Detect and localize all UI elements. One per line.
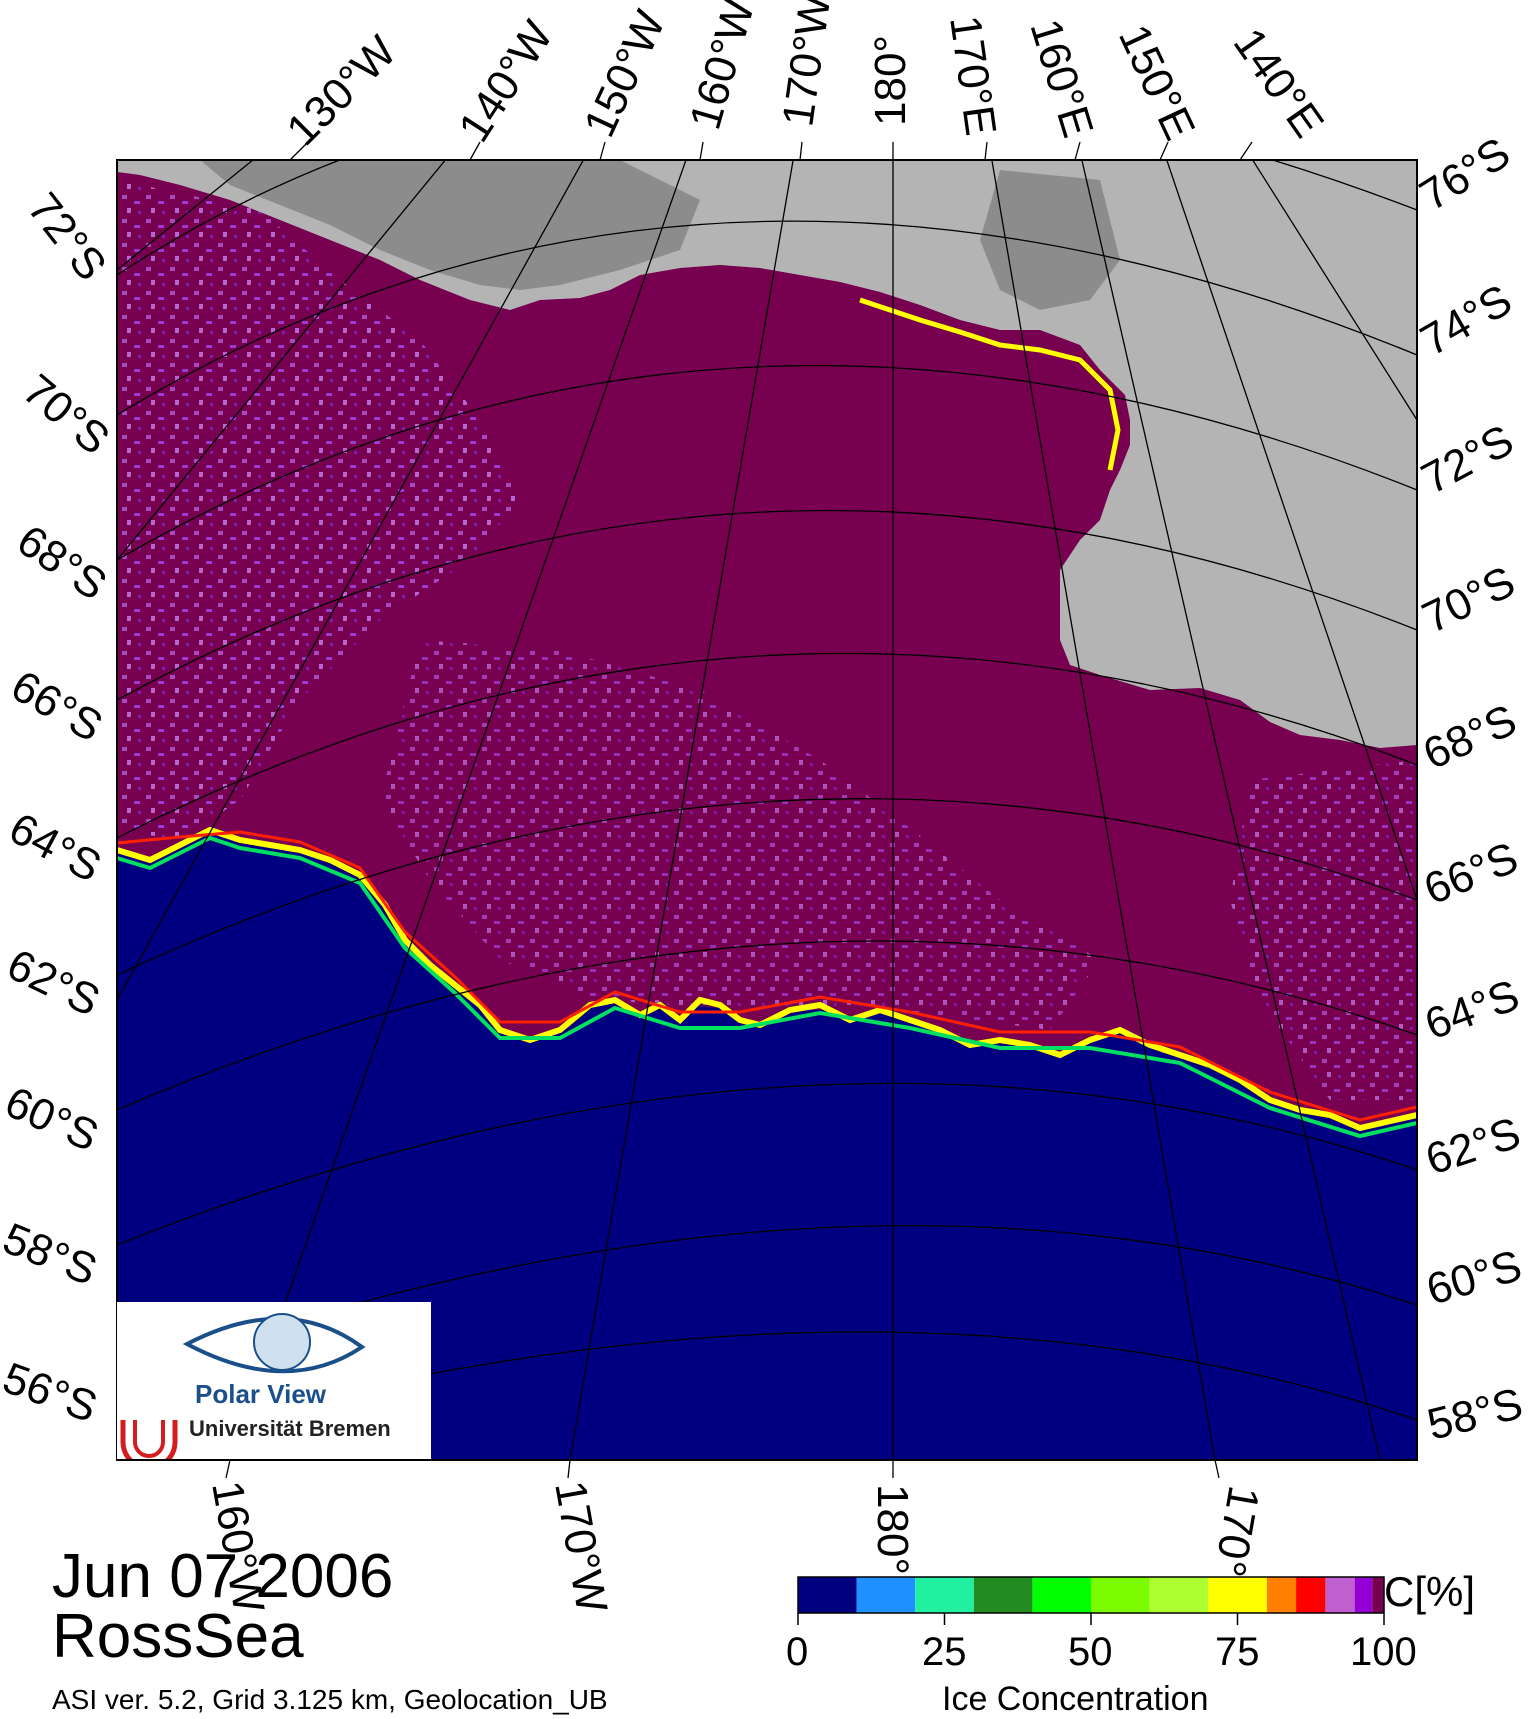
antarctic-land (117, 160, 1417, 748)
lat-label-left: 68°S (8, 516, 115, 610)
colorbar-bin (798, 1577, 857, 1613)
logo-institution-text: Universität Bremen (189, 1416, 391, 1441)
lat-label-left: 70°S (14, 365, 119, 464)
parallel-line (117, 1082, 1417, 1246)
lon-label-bottom: 170°W (545, 1477, 616, 1616)
map-area (117, 160, 1417, 1460)
lat-label-right: 70°S (1415, 557, 1523, 643)
polar-view-logo: Polar View Universität Bremen (117, 1302, 431, 1459)
product-footnote: ASI ver. 5.2, Grid 3.125 km, Geolocation… (52, 1684, 608, 1715)
colorbar-bin (973, 1577, 1033, 1613)
lon-label-top: 140°E (1224, 20, 1333, 147)
meridian-line (117, 160, 254, 271)
parallel-line (117, 798, 1417, 976)
meridian-line (569, 160, 794, 1460)
colorbar-bin (1354, 1577, 1373, 1613)
lat-label-left: 62°S (0, 940, 107, 1026)
lon-label-top: 150°W (575, 3, 676, 144)
parallel-line (117, 160, 1417, 276)
speckled-ice-central (380, 640, 1100, 1030)
map-frame (116, 159, 1418, 1461)
lon-label-bottom: 180° (868, 1484, 917, 1575)
colorbar-title: Ice Concentration (942, 1680, 1209, 1718)
map-date: Jun 07 2006 (52, 1542, 394, 1611)
colorbar-tick-label: 25 (922, 1630, 967, 1674)
ice-shelf (200, 160, 700, 290)
lat-label-left: 56°S (0, 1353, 103, 1432)
lon-label-top: 140°W (449, 12, 563, 150)
lat-label-right: 74°S (1413, 275, 1521, 365)
right-latitude-labels: 76°S 74°S 72°S 70°S 68°S 66°S 64°S 62°S … (1411, 128, 1527, 1450)
meridian-line (1166, 160, 1417, 901)
meridian-line (991, 160, 1216, 1460)
lat-label-right: 62°S (1420, 1108, 1526, 1184)
lat-label-right: 76°S (1411, 128, 1518, 220)
lat-label-right: 60°S (1421, 1241, 1527, 1315)
top-longitude-labels: 130°W 140°W 150°W 160°W 170°W 180° 170°E… (277, 0, 1333, 155)
lon-label-top: 160°W (681, 0, 765, 135)
colorbar-tick-label: 0 (786, 1630, 809, 1674)
lat-label-right: 64°S (1419, 971, 1526, 1050)
meridian-line (117, 160, 447, 561)
colorbar-bin (1325, 1577, 1355, 1613)
ice-edge-inner (117, 835, 1417, 1139)
colorbar (798, 1577, 1384, 1613)
graticule (117, 160, 1417, 1460)
lon-label-top: 160°E (1020, 14, 1102, 143)
lon-label-top: 180° (866, 35, 915, 126)
colorbar-ticks (797, 1613, 1385, 1625)
colorbar-tick-label: 75 (1215, 1630, 1260, 1674)
colorbar-bin (856, 1577, 916, 1613)
colorbar-bin (1032, 1577, 1091, 1613)
lat-label-right: 58°S (1423, 1379, 1528, 1450)
logo-brand-text: Polar View (195, 1379, 327, 1409)
lon-label-top: 130°W (277, 26, 406, 155)
parallel-line (117, 940, 1417, 1111)
parallel-line (117, 220, 1417, 416)
ice-shelf-east (980, 170, 1120, 310)
tick-marks (225, 141, 1253, 1479)
lat-label-left: 72°S (18, 184, 116, 290)
lat-label-right: 68°S (1416, 695, 1524, 779)
coast-edge (859, 297, 1121, 471)
meridian-line (1081, 160, 1381, 1460)
lat-label-left: 58°S (0, 1214, 104, 1295)
colorbar-tick-label: 100 (1350, 1630, 1417, 1674)
colorbar-bin (1266, 1577, 1297, 1613)
lon-label-bottom: 170° (1204, 1482, 1268, 1580)
speckled-ice-west (117, 180, 520, 840)
colorbar-bin (915, 1577, 974, 1613)
colorbar-bin (1372, 1577, 1384, 1613)
lat-label-left: 60°S (0, 1077, 105, 1161)
lon-label-top: 170°W (773, 0, 840, 129)
parallel-line (117, 509, 1417, 701)
region-name: RossSea (52, 1602, 304, 1671)
colorbar-bin (1149, 1577, 1209, 1613)
eye-logo-icon (119, 1313, 366, 1459)
colorbar-unit: C[%] (1384, 1568, 1476, 1615)
lat-label-right: 66°S (1417, 833, 1524, 914)
colorbar-bin (1208, 1577, 1267, 1613)
left-latitude-labels: 72°S 70°S 68°S 66°S 64°S 62°S 60°S 58°S … (0, 184, 119, 1432)
meridian-line (1251, 160, 1417, 421)
lat-label-left: 66°S (3, 661, 111, 751)
lon-label-top: 150°E (1109, 18, 1204, 148)
lat-label-left: 64°S (1, 804, 109, 892)
colorbar-bin (1296, 1577, 1326, 1613)
ice-edge-red (117, 830, 1417, 1122)
speckled-ice-east (1230, 760, 1417, 1100)
meridian-line (229, 160, 687, 1460)
meridian-line (117, 160, 585, 1001)
lon-label-top: 170°E (940, 13, 1005, 139)
colorbar-tick-label: 50 (1068, 1630, 1113, 1674)
parallel-line (117, 364, 1417, 561)
lat-label-right: 72°S (1414, 416, 1522, 504)
colorbar-bin (1091, 1577, 1150, 1613)
parallel-line (117, 652, 1417, 839)
